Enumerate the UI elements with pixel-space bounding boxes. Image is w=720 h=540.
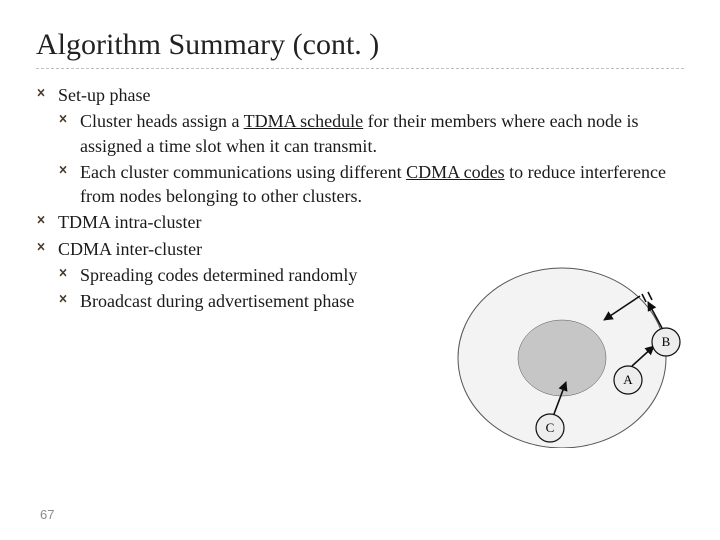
- bullet-text-pre: Each cluster communications using differ…: [80, 162, 406, 182]
- bullet-text: Spreading codes determined randomly: [80, 265, 357, 285]
- bullet-text: Set-up phase: [58, 85, 150, 105]
- list-item: TDMA intra-cluster: [36, 210, 684, 234]
- list-item: Cluster heads assign a TDMA schedule for…: [58, 109, 684, 158]
- bullet-text: TDMA intra-cluster: [58, 212, 201, 232]
- bullet-text-underline: TDMA schedule: [244, 111, 363, 131]
- svg-text:A: A: [623, 372, 633, 387]
- page-number: 67: [40, 507, 54, 522]
- list-item: Each cluster communications using differ…: [58, 160, 684, 209]
- list-item: Set-up phase Cluster heads assign a TDMA…: [36, 83, 684, 208]
- bullet-text: CDMA inter-cluster: [58, 239, 202, 259]
- title-rule: [36, 68, 684, 69]
- svg-text:B: B: [662, 334, 671, 349]
- sub-list: Cluster heads assign a TDMA schedule for…: [58, 109, 684, 208]
- diagram-svg: A B C: [454, 262, 682, 448]
- svg-text:C: C: [546, 420, 555, 435]
- page-title: Algorithm Summary (cont. ): [36, 28, 684, 62]
- bullet-text-underline: CDMA codes: [406, 162, 505, 182]
- bullet-text: Broadcast during advertisement phase: [80, 291, 354, 311]
- cluster-diagram: A B C: [454, 262, 682, 448]
- bullet-text-pre: Cluster heads assign a: [80, 111, 244, 131]
